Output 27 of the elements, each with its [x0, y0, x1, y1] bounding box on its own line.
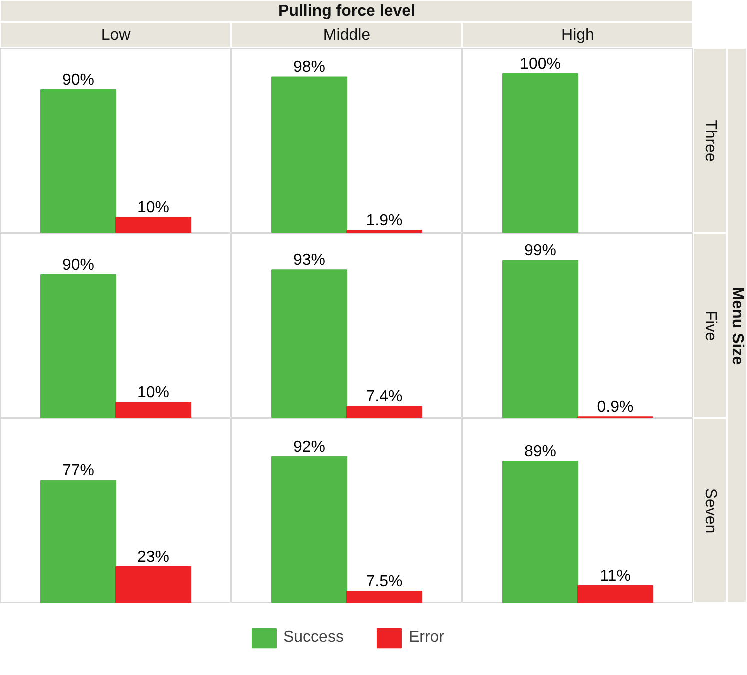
y2-axis-title: Seven: [702, 488, 719, 534]
legend-label: Success: [283, 629, 344, 647]
data-label: 92%: [293, 438, 326, 456]
y2-axis-title: Five: [702, 310, 719, 342]
data-label: 90%: [62, 72, 95, 89]
chart-title: Low: [101, 27, 132, 44]
data-label: 100%: [520, 56, 561, 74]
data-label: 99%: [524, 242, 557, 260]
data-label: 23%: [137, 548, 170, 566]
legend-label: Error: [408, 629, 445, 647]
data-label: 93%: [293, 252, 326, 270]
data-label: 7.5%: [366, 574, 403, 591]
data-label: 7.4%: [366, 388, 403, 406]
data-label: 89%: [524, 444, 557, 461]
y2-axis-title: Three: [702, 120, 719, 162]
data-label: 1.9%: [366, 212, 403, 230]
text: Menu Size: [729, 286, 746, 366]
text: Pulling force level: [278, 3, 416, 20]
data-label: 10%: [137, 200, 170, 217]
data-label: 98%: [293, 59, 326, 76]
data-label: 11%: [600, 568, 631, 585]
chart-title: High: [562, 27, 594, 44]
data-label: 77%: [62, 462, 95, 480]
data-label: 10%: [137, 384, 170, 402]
chart-title: Middle: [323, 27, 371, 44]
data-label: 0.9%: [597, 399, 634, 416]
data-label: 90%: [62, 256, 95, 274]
